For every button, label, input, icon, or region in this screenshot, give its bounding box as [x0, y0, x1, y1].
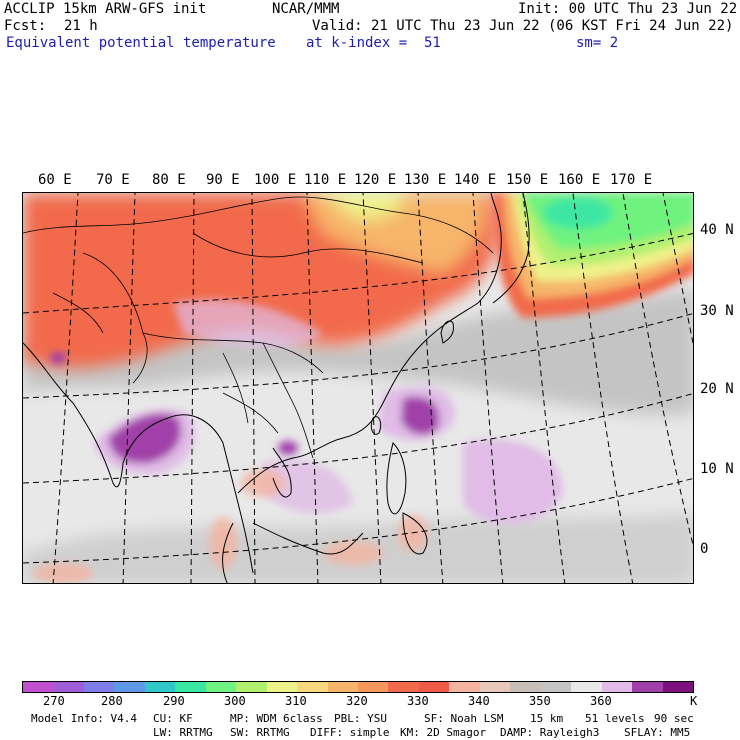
- colorbar-tick: 360: [590, 694, 612, 708]
- map-panel: [22, 192, 694, 584]
- colorbar-segment: [53, 682, 84, 692]
- colorbar-tick: 280: [101, 694, 123, 708]
- colorbar-segment: [449, 682, 480, 692]
- colorbar-segment: [601, 682, 633, 692]
- field-plot: [23, 193, 693, 583]
- colorbar-segment: [632, 682, 663, 692]
- colorbar-segment: [388, 682, 419, 692]
- center-label: NCAR/MMM: [272, 1, 340, 17]
- colorbar-tick: 270: [43, 694, 65, 708]
- field-name: Equivalent potential temperature: [6, 35, 276, 51]
- colorbar-segment: [479, 682, 511, 692]
- lat-label: 40 N: [700, 222, 734, 238]
- valid-time: Valid: 21 UTC Thu 23 Jun 22 (06 KST Fri …: [312, 18, 734, 34]
- footer-resolution: 15 km: [530, 712, 564, 725]
- colorbar-segment: [266, 682, 298, 692]
- colorbar-segment: [23, 682, 54, 692]
- footer-levels: 51 levels: [585, 712, 645, 725]
- lon-label: 60 E: [38, 172, 72, 188]
- lon-label: 120 E: [354, 172, 397, 188]
- footer-lw: LW: RRTMG: [153, 726, 213, 739]
- lon-label: 130 E: [404, 172, 447, 188]
- footer-mp: MP: WDM 6class: [230, 712, 323, 725]
- forecast-label: Fcst:: [4, 18, 47, 34]
- lon-label: 110 E: [304, 172, 347, 188]
- colorbar-segment: [418, 682, 450, 692]
- footer-diff: DIFF: simple: [310, 726, 390, 739]
- colorbar-segment: [510, 682, 541, 692]
- footer-km: KM: 2D Smagor: [400, 726, 487, 739]
- colorbar-tick: 290: [163, 694, 185, 708]
- footer-sf: SF: Noah LSM: [424, 712, 504, 725]
- colorbar-tick: 350: [529, 694, 551, 708]
- footer-sw: SW: RRTMG: [230, 726, 290, 739]
- colorbar-tick: 300: [224, 694, 246, 708]
- footer-pbl: PBL: YSU: [334, 712, 387, 725]
- init-time: Init: 00 UTC Thu 23 Jun 22: [518, 1, 738, 17]
- forecast-hour: 21 h: [64, 18, 98, 34]
- lon-label: 100 E: [254, 172, 297, 188]
- colorbar-segment: [83, 682, 115, 692]
- colorbar-tick: 340: [468, 694, 490, 708]
- colorbar-segment: [175, 682, 206, 692]
- level-info: at k-index = 51: [306, 35, 441, 51]
- lon-label: 90 E: [206, 172, 240, 188]
- lon-label: 170 E: [610, 172, 653, 188]
- colorbar-segment: [236, 682, 267, 692]
- lat-label: 10 N: [700, 461, 734, 477]
- colorbar-tick: 330: [407, 694, 429, 708]
- lon-label: 140 E: [454, 172, 497, 188]
- footer-timestep: 90 sec: [654, 712, 694, 725]
- lon-label: 150 E: [506, 172, 549, 188]
- colorbar-segment: [114, 682, 145, 692]
- colorbar: [22, 681, 694, 693]
- lat-label: 30 N: [700, 303, 734, 319]
- colorbar-segment: [540, 682, 572, 692]
- colorbar-segment: [297, 682, 328, 692]
- footer-model-info: Model Info: V4.4: [31, 712, 137, 725]
- footer-sflay: SFLAY: MM5: [624, 726, 691, 739]
- colorbar-tick: 310: [285, 694, 307, 708]
- smoothing-info: sm= 2: [576, 35, 619, 51]
- colorbar-segment: [205, 682, 237, 692]
- lat-label: 20 N: [700, 381, 734, 397]
- footer-damp: DAMP: Rayleigh3: [500, 726, 600, 739]
- colorbar-segment: [327, 682, 358, 692]
- footer-cu: CU: KF: [153, 712, 193, 725]
- colorbar-segment: [144, 682, 176, 692]
- colorbar-segment: [357, 682, 389, 692]
- colorbar-unit: K: [690, 694, 698, 708]
- lon-label: 80 E: [152, 172, 186, 188]
- colorbar-segment: [662, 682, 693, 692]
- lon-label: 160 E: [558, 172, 601, 188]
- lat-label: 0: [700, 541, 709, 557]
- lon-label: 70 E: [96, 172, 130, 188]
- colorbar-tick: 320: [346, 694, 368, 708]
- model-title: ACCLIP 15km ARW-GFS init: [4, 1, 207, 17]
- colorbar-segment: [571, 682, 602, 692]
